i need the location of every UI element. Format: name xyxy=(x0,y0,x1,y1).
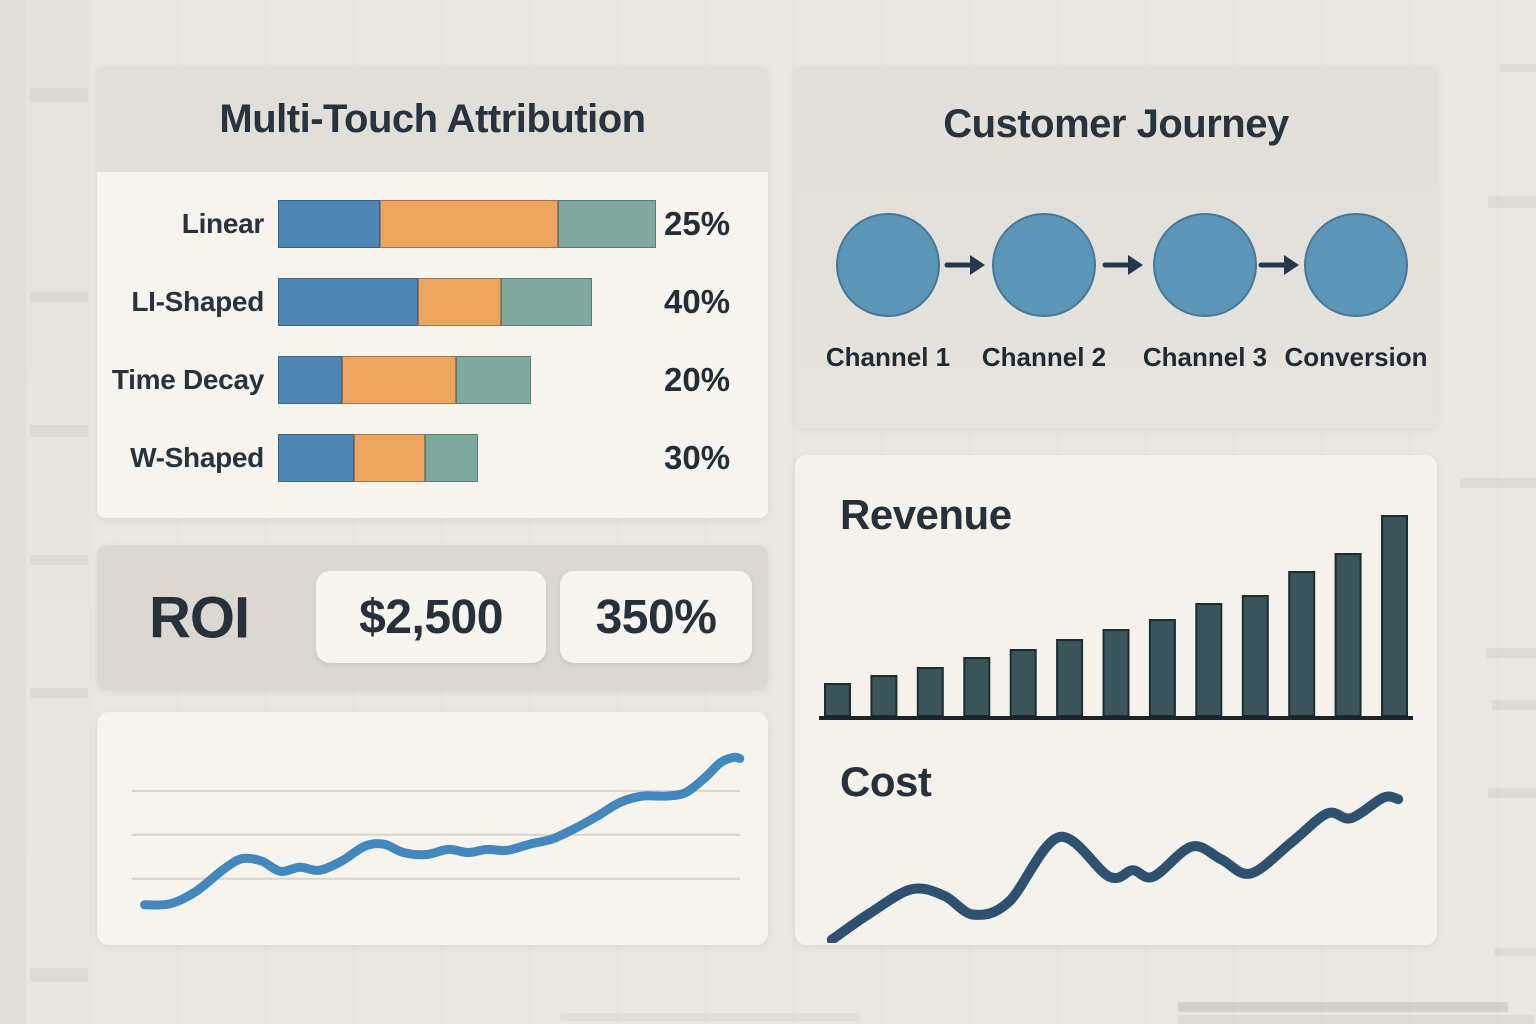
attribution-row: Linear 25% xyxy=(109,200,748,248)
attribution-bar-segment xyxy=(417,278,502,326)
attribution-value-label: 20% xyxy=(664,361,731,398)
revenue-bar xyxy=(1334,553,1362,717)
revenue-bar xyxy=(1056,639,1084,717)
attribution-bar-segment xyxy=(278,200,381,248)
roi-value-card: 350% xyxy=(560,571,752,663)
journey-panel: Customer Journey Channel 1 Channel 2 Chann… xyxy=(795,66,1437,428)
cost-line xyxy=(826,791,1404,943)
background-artifact xyxy=(1488,788,1536,798)
trend-panel xyxy=(97,712,768,945)
journey-flow: Channel 1 Channel 2 Channel 3 Conversion xyxy=(795,66,1437,428)
attribution-chart: Linear 25% LI-Shaped 40% Time Decay 20% W-Shap… xyxy=(97,172,768,518)
cost-title: Cost xyxy=(840,758,932,805)
revenue-bar xyxy=(1102,629,1130,717)
attribution-row: Time Decay 20% xyxy=(109,356,748,404)
revenue-title: Revenue xyxy=(840,491,1012,538)
attribution-bar-segment xyxy=(278,356,343,404)
background-artifact xyxy=(560,1013,860,1021)
revenue-bar xyxy=(1241,595,1269,717)
journey-step-circle xyxy=(992,213,1096,317)
revenue-bar xyxy=(870,675,898,717)
background-artifact xyxy=(30,555,88,565)
journey-step-circle xyxy=(1304,213,1408,317)
revenue-bar xyxy=(824,683,851,717)
journey-arrow-icon xyxy=(944,255,985,275)
attribution-row: W-Shaped 30% xyxy=(109,434,748,482)
journey-step-circle xyxy=(1153,213,1257,317)
roi-panel: ROI $2,500 350% xyxy=(97,545,768,690)
revenue-bar xyxy=(963,657,991,717)
journey-step-label: Conversion xyxy=(1284,342,1428,372)
revenue-bar xyxy=(1148,619,1176,717)
attribution-bar-segment xyxy=(342,356,456,404)
revenue-bar xyxy=(1195,603,1223,717)
attribution-bar xyxy=(278,434,656,482)
cost-line-chart xyxy=(826,791,1404,943)
background-artifact xyxy=(30,425,88,437)
roi-value-card: $2,500 xyxy=(316,571,546,663)
attribution-value-label: 40% xyxy=(664,283,731,320)
attribution-category-label: Linear xyxy=(181,208,265,239)
background-artifact xyxy=(30,292,88,302)
attribution-bar-segment xyxy=(278,278,418,326)
background-artifact xyxy=(1178,1015,1534,1024)
attribution-row: LI-Shaped 40% xyxy=(109,278,748,326)
background-artifact xyxy=(1486,648,1536,658)
attribution-bar xyxy=(278,356,656,404)
attribution-bar-segment xyxy=(501,278,592,326)
attribution-header: Multi-Touch Attribution xyxy=(97,66,768,172)
attribution-bar xyxy=(278,200,656,248)
attribution-category-label: LI-Shaped xyxy=(131,286,264,317)
roi-label: ROI xyxy=(149,585,250,650)
trend-line-chart xyxy=(131,752,745,910)
revenue-bar-chart xyxy=(819,515,1413,720)
background-artifact xyxy=(26,0,90,1024)
journey-arrow-icon xyxy=(1258,255,1299,275)
revenue-bar xyxy=(1009,649,1037,717)
journey-arrow-icon xyxy=(1102,255,1143,275)
attribution-bar-segment xyxy=(557,200,656,248)
attribution-bar-segment xyxy=(425,434,479,482)
roi-trend-line xyxy=(140,752,745,910)
background-artifact xyxy=(0,0,26,1024)
background-artifact xyxy=(1494,948,1536,956)
revenue-bar xyxy=(1288,571,1316,717)
attribution-bar-segment xyxy=(278,434,354,482)
attribution-category-label: Time Decay xyxy=(111,364,264,395)
attribution-category-label: W-Shaped xyxy=(130,442,264,473)
journey-step-circle xyxy=(836,213,940,317)
attribution-title: Multi-Touch Attribution xyxy=(219,96,646,141)
attribution-bar-segment xyxy=(380,200,558,248)
background-artifact xyxy=(1460,478,1536,488)
revenue-bar xyxy=(916,667,944,717)
journey-step-label: Channel 1 xyxy=(825,342,951,372)
attribution-bar xyxy=(278,278,656,326)
background-artifact xyxy=(30,88,88,102)
attribution-value-label: 30% xyxy=(664,439,731,476)
background-artifact xyxy=(1492,700,1536,710)
journey-title: Customer Journey xyxy=(943,102,1289,146)
background-artifact xyxy=(1500,64,1536,72)
journey-step-label: Channel 3 xyxy=(1142,342,1268,372)
attribution-value-label: 25% xyxy=(664,205,731,242)
revenue-bar xyxy=(1381,515,1408,717)
attribution-bar-segment xyxy=(455,356,532,404)
background-artifact xyxy=(30,688,88,698)
background-artifact xyxy=(1178,1002,1508,1012)
attribution-panel: Multi-Touch Attribution Linear 25% LI-Shap… xyxy=(97,66,768,518)
background-artifact xyxy=(30,968,88,982)
journey-step-label: Channel 2 xyxy=(981,342,1107,372)
background-artifact xyxy=(1488,196,1536,208)
revenue-cost-panel: Revenue Cost xyxy=(795,455,1437,945)
attribution-bar-segment xyxy=(353,434,426,482)
